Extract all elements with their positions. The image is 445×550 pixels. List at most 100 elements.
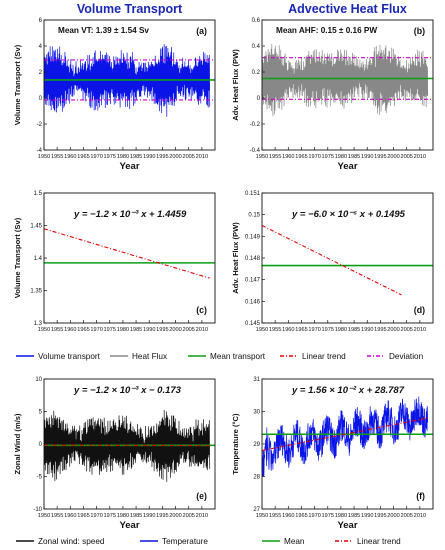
panel-letter: (b) [414, 26, 425, 36]
x-tick-label: 1965 [295, 513, 307, 519]
y-tick-label: 0.6 [252, 18, 261, 24]
data-series-line [262, 44, 429, 117]
y-tick-label: 0.4 [252, 44, 261, 50]
y-axis-label: Adv. Heat Flux (PW) [231, 49, 240, 121]
x-tick-label: 1960 [64, 154, 76, 160]
y-tick-label: 0.15 [248, 213, 260, 219]
trend-equation: y = −6.0 × 10⁻⁵ x + 0.1495 [291, 209, 406, 220]
x-tick-label: 1970 [308, 327, 320, 333]
x-tick-label: 2000 [387, 513, 399, 519]
y-tick-label: 0.145 [245, 321, 261, 327]
data-series-line [44, 409, 211, 482]
x-tick-label: 1995 [374, 513, 386, 519]
x-tick-label: 1950 [256, 513, 268, 519]
x-tick-label: 1990 [143, 154, 155, 160]
series-group [262, 396, 433, 477]
x-axis-label: Year [119, 161, 139, 172]
x-tick-label: 1965 [295, 154, 307, 160]
y-tick-label: 29 [253, 442, 260, 448]
x-tick-label: 1950 [256, 327, 268, 333]
y-tick-label: -5 [37, 475, 43, 481]
legend-label: Linear trend [357, 537, 401, 546]
x-tick-label: 1990 [361, 154, 373, 160]
panel-letter: (c) [196, 305, 207, 315]
x-tick-label: 1975 [322, 154, 334, 160]
legend-label: Zonal wind: speed [38, 537, 105, 546]
x-tick-label: 1970 [308, 513, 320, 519]
y-tick-label: -0.4 [250, 148, 261, 154]
trend-equation: y = −1.2 × 10⁻³ x + 1.4459 [73, 209, 187, 220]
x-tick-label: 1995 [374, 327, 386, 333]
x-tick-label: 1990 [361, 513, 373, 519]
x-tick-label: 1975 [104, 154, 116, 160]
plot-frame [261, 19, 434, 151]
y-tick-label: 6 [39, 18, 43, 24]
panel-f: 1950 1955 1960 1965 1970 1975 1980 1985 1990 1995… [231, 377, 434, 531]
x-tick-label: 2000 [169, 154, 181, 160]
legend-label: Heat Flux [132, 352, 167, 361]
x-tick-label: 1970 [90, 513, 102, 519]
y-tick-label: 27 [253, 507, 260, 513]
x-tick-label: 1975 [322, 327, 334, 333]
x-tick-label: 1985 [348, 154, 360, 160]
x-tick-label: 1965 [77, 154, 89, 160]
x-tick-label: 1980 [117, 327, 129, 333]
y-tick-label: -4 [37, 148, 43, 154]
x-tick-label: 1960 [282, 513, 294, 519]
panel-letter: (f) [416, 491, 425, 501]
x-tick-label: 1990 [143, 513, 155, 519]
y-tick-label: -10 [33, 507, 42, 513]
x-tick-label: 2005 [400, 513, 412, 519]
x-tick-label: 2000 [169, 327, 181, 333]
y-axis-label: Volume Transport (Sv) [13, 217, 22, 298]
x-tick-label: 1950 [38, 154, 50, 160]
panel-a: 1950 1955 1960 1965 1970 1975 1980 1985 1990 1995… [13, 2, 216, 172]
y-tick-label: 2 [39, 70, 43, 76]
legend-label: Temperature [162, 537, 208, 546]
x-tick-label: 1950 [38, 327, 50, 333]
panel-c: 1950 1955 1960 1965 1970 1975 1980 1985 1990 1995… [13, 191, 216, 333]
x-tick-label: 2005 [400, 327, 412, 333]
y-tick-label: 1.5 [34, 191, 43, 197]
y-tick-label: 4 [39, 44, 43, 50]
legend-label: Volume transport [38, 352, 101, 361]
y-tick-label: 0.149 [245, 234, 261, 240]
y-tick-label: -0.2 [250, 122, 261, 128]
x-tick-label: 1990 [143, 327, 155, 333]
y-tick-label: 31 [253, 377, 260, 383]
x-tick-label: 1975 [322, 513, 334, 519]
series-group [262, 44, 433, 117]
y-tick-label: 0 [39, 442, 43, 448]
trend-equation: y = −1.2 × 10⁻³ x − 0.173 [73, 385, 182, 396]
y-tick-label: 30 [253, 410, 260, 416]
y-tick-label: 10 [35, 377, 42, 383]
x-tick-label: 1985 [348, 513, 360, 519]
trend-equation: y = 1.56 × 10⁻² x + 28.787 [291, 385, 405, 396]
legend-row-1: Volume transport Heat Flux Mean transport L… [16, 352, 424, 361]
panel-annotation: Mean VT: 1.39 ± 1.54 Sv [58, 26, 149, 35]
x-tick-label: 1985 [348, 327, 360, 333]
x-tick-label: 1955 [51, 327, 63, 333]
x-tick-label: 1990 [361, 327, 373, 333]
x-axis-label: Year [337, 161, 357, 172]
x-tick-label: 1960 [64, 513, 76, 519]
series-group [44, 228, 215, 279]
x-tick-label: 1995 [156, 327, 168, 333]
y-tick-label: 0.148 [245, 256, 261, 262]
x-tick-label: 1975 [104, 513, 116, 519]
x-tick-label: 1995 [374, 154, 386, 160]
y-tick-label: 0.146 [245, 299, 261, 305]
x-tick-label: 1955 [51, 154, 63, 160]
panel-letter: (d) [414, 305, 425, 315]
x-tick-label: 1960 [64, 327, 76, 333]
x-tick-label: 1965 [77, 327, 89, 333]
x-tick-label: 1955 [269, 154, 281, 160]
y-axis-label: Zonal Wind (m/s) [13, 413, 22, 475]
data-series-line [262, 396, 429, 477]
x-tick-label: 2000 [387, 327, 399, 333]
panel-e: 1950 1955 1960 1965 1970 1975 1980 1985 1990 1995… [13, 377, 216, 531]
plot-frame [43, 19, 216, 151]
x-tick-label: 1955 [269, 327, 281, 333]
x-tick-label: 1960 [282, 327, 294, 333]
x-tick-label: 1955 [269, 513, 281, 519]
